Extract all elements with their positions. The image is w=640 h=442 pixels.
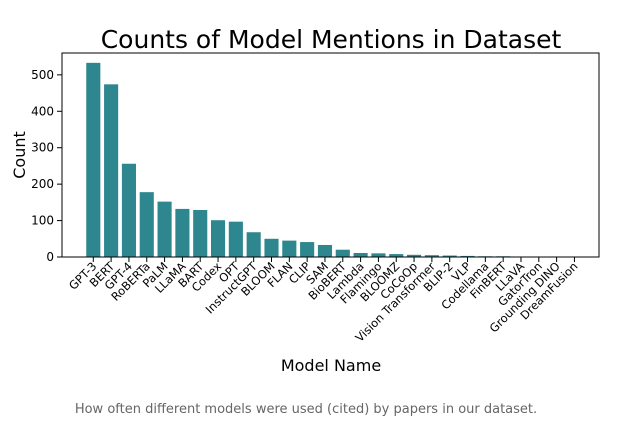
- bar-gpt-3: [86, 62, 101, 258]
- bar-flamingo: [371, 253, 386, 257]
- y-tick-label: 100: [31, 214, 54, 228]
- y-tick-label: 400: [31, 104, 54, 118]
- bar-bart: [193, 210, 208, 257]
- bar-codex: [210, 220, 226, 257]
- bar-bloomz: [389, 254, 404, 257]
- bar-opt: [228, 221, 243, 257]
- y-tick-label: 0: [46, 250, 54, 264]
- bar-instructgpt: [246, 232, 261, 257]
- bar-vision-transformer: [424, 255, 439, 257]
- bar-lambda: [353, 252, 368, 257]
- bar-clip: [300, 242, 315, 257]
- bar-cocoop: [407, 254, 422, 257]
- x-axis-label: Model Name: [281, 356, 381, 375]
- y-axis: 0 100 200 300 400 500: [31, 68, 62, 264]
- bar-biobert: [335, 249, 350, 257]
- bar-sam: [317, 244, 333, 257]
- bar-bloom: [264, 238, 279, 257]
- chart-title: Counts of Model Mentions in Dataset: [101, 25, 562, 54]
- bar-palm: [157, 201, 172, 257]
- y-tick-label: 500: [31, 68, 54, 82]
- bar-roberta: [139, 192, 154, 257]
- x-axis: GPT-3BERTGPT-4RoBERTaPaLMLLaMABARTCodexO…: [66, 257, 581, 345]
- y-tick-label: 200: [31, 177, 54, 191]
- bar-chart: Counts of Model Mentions in Dataset 0 100…: [10, 25, 600, 375]
- bar-llama: [175, 208, 190, 257]
- bar-bert: [104, 84, 119, 257]
- bars: [86, 62, 582, 258]
- y-axis-label: Count: [10, 131, 29, 179]
- bar-blip-2: [442, 255, 457, 257]
- figure-caption: How often different models were used (ci…: [74, 402, 538, 417]
- bar-flan: [282, 240, 297, 257]
- plot-frame: [61, 52, 600, 258]
- bar-vlp: [460, 255, 475, 257]
- y-tick-label: 300: [31, 141, 54, 155]
- bar-gpt-4: [121, 163, 136, 257]
